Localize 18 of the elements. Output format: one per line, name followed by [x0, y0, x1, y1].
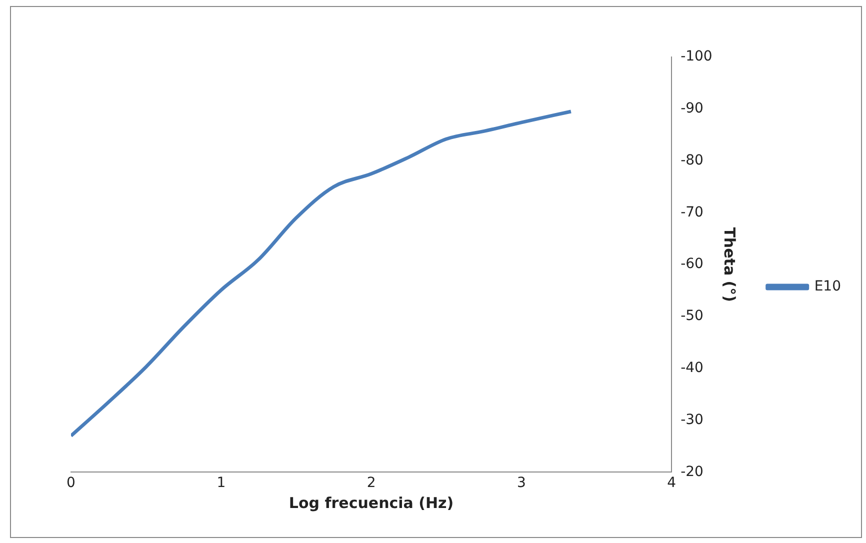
x-tick-label: 3: [516, 475, 526, 492]
legend-label: E10: [814, 278, 842, 295]
y-tick-label: -40: [680, 360, 704, 376]
y-axis-title: Theta (°): [720, 227, 738, 302]
y-tick-label: -20: [680, 464, 704, 480]
x-tick-label: 2: [366, 475, 376, 492]
x-tick-label: 4: [667, 475, 676, 492]
x-tick-label: 1: [216, 475, 226, 492]
y-tick-label: -60: [680, 256, 704, 272]
y-tick-label: -80: [680, 152, 704, 168]
line-series: [71, 110, 573, 438]
y-tick-label: -50: [680, 308, 704, 324]
y-tick-label: -90: [680, 100, 704, 117]
y-tick-label: -70: [680, 204, 704, 220]
x-tick-label: 0: [66, 475, 76, 492]
x-axis-title: Log frecuencia (Hz): [288, 494, 454, 512]
y-tick-label: -30: [680, 412, 704, 428]
y-tick-label: -100: [680, 48, 712, 65]
